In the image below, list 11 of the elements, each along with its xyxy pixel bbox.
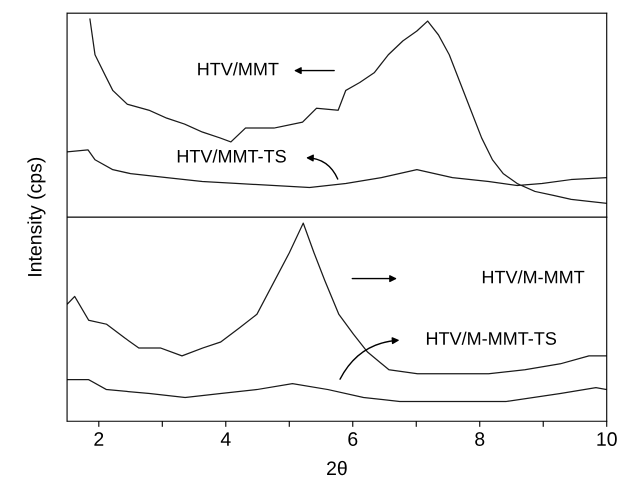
x-tick-label: 10 [597,432,617,446]
annotation: HTV/M-MMT-TS [426,332,556,345]
annotation: HTV/MMT-TS [178,149,286,163]
x-tick-label: 6 [348,432,358,446]
x-tick-label: 2 [94,432,104,446]
x-tick-label: 8 [475,432,484,446]
annotation: HTV/MMT [198,62,279,76]
annotation: HTV/M-MMT [482,270,584,284]
y-axis-title: Intensity (cps) [27,158,46,276]
x-tick-label: 4 [220,432,231,446]
x-axis-title: 2θ [327,460,347,476]
